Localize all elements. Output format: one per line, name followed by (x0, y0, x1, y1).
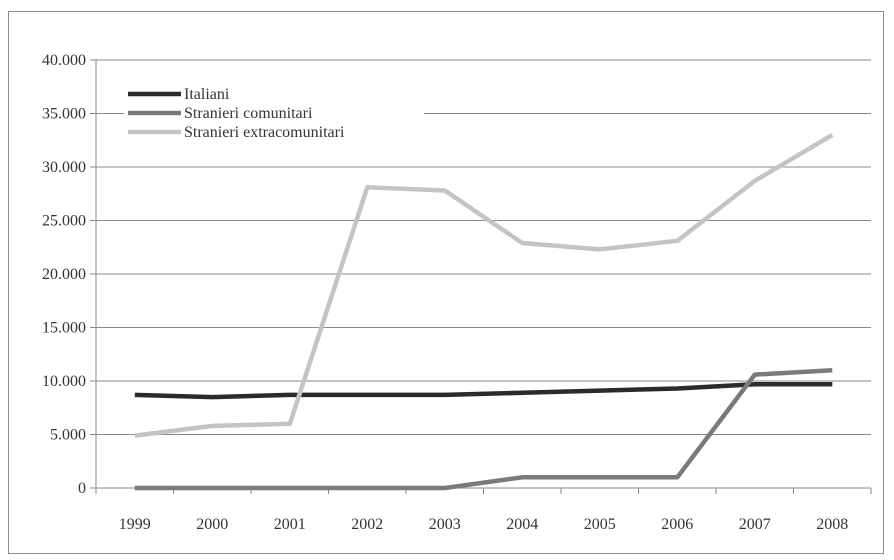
y-tick-label: 15.000 (42, 320, 86, 337)
y-tick-label: 5.000 (50, 427, 86, 444)
x-tick-label: 2002 (351, 516, 383, 533)
series-line-3 (134, 132, 834, 438)
x-tick-label: 2001 (274, 516, 306, 533)
x-tick-label: 2007 (739, 516, 771, 533)
legend-label: Stranieri comunitari (184, 105, 313, 122)
legend-label: Italiani (184, 86, 230, 103)
legend-label: Stranieri extracomunitari (184, 124, 345, 141)
y-tick-label: 30.000 (42, 159, 86, 176)
legend: Italiani Stranieri comunitari Stranieri ex… (124, 82, 424, 147)
y-tick-label: 10.000 (42, 373, 86, 390)
x-axis: 1999 2000 2001 2002 2003 2004 2005 2006 2007 2008 (95, 487, 872, 533)
x-tick-label: 2000 (196, 516, 228, 533)
series-line-1 (134, 381, 833, 400)
y-axis: 0 5.000 10.000 15.000 20.000 25.000 30.000 35.0… (42, 52, 97, 497)
x-tick-label: 2006 (661, 516, 693, 533)
series-line-2 (134, 368, 833, 491)
y-tick-label: 20.000 (42, 266, 86, 283)
x-tick-label: 2003 (429, 516, 461, 533)
x-tick-label: 2004 (506, 516, 538, 533)
x-tick-label: 2005 (584, 516, 616, 533)
y-tick-label: 25.000 (42, 213, 86, 230)
x-tick-label: 1999 (119, 516, 151, 533)
series-lines (134, 132, 834, 491)
gridlines (96, 59, 871, 435)
y-tick-label: 0 (78, 480, 86, 497)
y-tick-label: 35.000 (42, 106, 86, 123)
x-tick-label: 2008 (816, 516, 848, 533)
y-tick-label: 40.000 (42, 52, 86, 69)
